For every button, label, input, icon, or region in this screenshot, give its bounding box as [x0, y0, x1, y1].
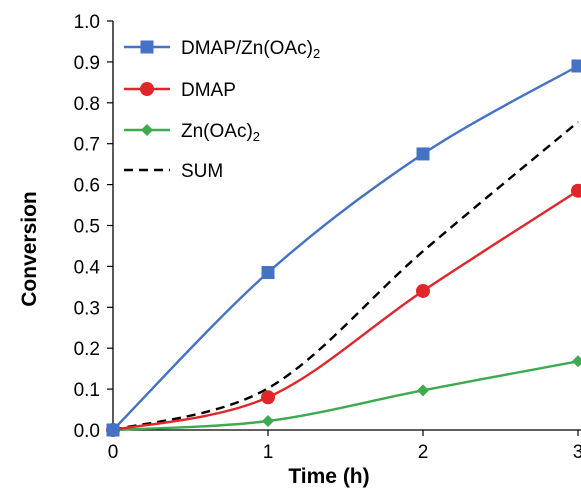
axes: 0.0 0.1 0.2 0.3 0.4 0.5 0.6 0.7 0.8 0.9 1.0 0 1 2 3	[74, 12, 581, 463]
legend-swatch-marker	[140, 82, 154, 96]
legend-label-text: SUM	[181, 161, 223, 182]
x-tick-label: 3	[573, 442, 581, 463]
series-2	[107, 355, 581, 436]
data-point	[261, 390, 275, 405]
data-point	[262, 415, 274, 428]
legend-label: SUM	[181, 161, 223, 182]
y-tick-label: 0.4	[74, 257, 101, 278]
data-point	[572, 355, 581, 368]
legend-label: DMAP/Zn(OAc)2	[181, 38, 320, 61]
series-1	[106, 183, 581, 437]
data-point	[261, 266, 275, 280]
y-tick-label: 0.9	[74, 53, 100, 74]
series-0	[106, 59, 581, 437]
y-tick-label: 0.7	[74, 135, 100, 156]
series-line	[112, 189, 579, 432]
data-point	[571, 59, 581, 73]
legend-label-subscript: 2	[313, 46, 320, 61]
legend-entry-0: DMAP/Zn(OAc)2	[124, 38, 320, 61]
data-point	[416, 147, 430, 161]
data-point	[417, 384, 429, 397]
data-point	[106, 423, 120, 437]
legend-swatch-marker	[141, 124, 153, 136]
y-tick-label: 0.6	[74, 176, 100, 197]
legend-label-text: DMAP/Zn(OAc)	[181, 38, 313, 59]
legend-entry-2: Zn(OAc)2	[124, 121, 260, 144]
y-tick-label: 0.3	[74, 298, 100, 319]
y-tick-label: 1.0	[74, 12, 100, 33]
legend-label-subscript: 2	[253, 129, 260, 144]
legend-entry-3: SUM	[124, 161, 223, 182]
series-3	[112, 121, 579, 432]
y-tick-label: 0.1	[74, 380, 100, 401]
y-tick-label: 0.2	[74, 339, 100, 360]
legend-entry-1: DMAP	[124, 80, 236, 101]
y-tick-label: 0.0	[74, 421, 100, 442]
series-line	[112, 121, 579, 432]
series-layer	[106, 59, 581, 437]
y-tick-label: 0.5	[74, 217, 100, 238]
x-axis-title: Time (h)	[288, 465, 369, 488]
legend-swatch-marker	[140, 40, 154, 54]
legend-label-text: DMAP	[181, 80, 236, 101]
legend-label-text: Zn(OAc)	[181, 121, 253, 142]
data-point	[416, 283, 430, 298]
data-point	[571, 183, 581, 198]
y-axis-title: Conversion	[18, 191, 41, 307]
series-line	[112, 360, 579, 432]
legend-label: DMAP	[181, 80, 236, 101]
x-tick-label: 2	[418, 442, 429, 463]
legend-label: Zn(OAc)2	[181, 121, 260, 144]
series-line	[112, 64, 579, 431]
x-tick-label: 1	[263, 442, 274, 463]
x-tick-label: 0	[108, 442, 119, 463]
y-tick-label: 0.8	[74, 94, 100, 115]
